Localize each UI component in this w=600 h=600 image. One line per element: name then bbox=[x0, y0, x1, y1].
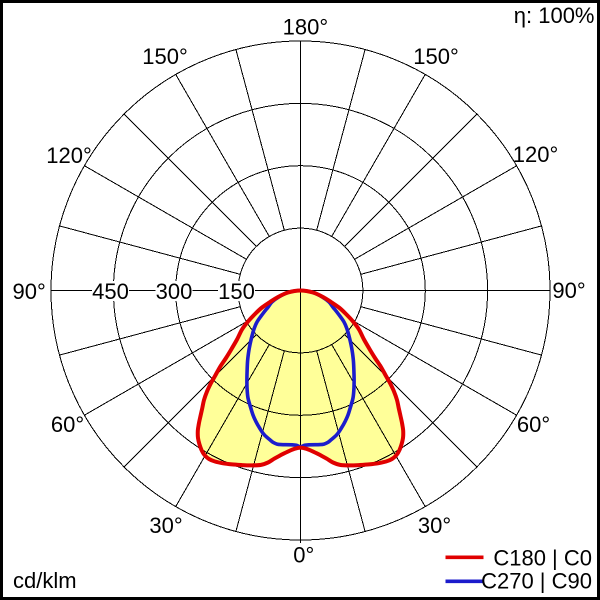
svg-text:150: 150 bbox=[218, 279, 255, 304]
svg-text:90°: 90° bbox=[552, 278, 585, 303]
svg-text:60°: 60° bbox=[517, 412, 550, 437]
svg-text:30°: 30° bbox=[418, 513, 451, 538]
svg-text:η: 100%: η: 100% bbox=[514, 3, 595, 28]
svg-text:0°: 0° bbox=[293, 542, 314, 567]
svg-text:300: 300 bbox=[156, 279, 193, 304]
svg-text:C270 | C90: C270 | C90 bbox=[481, 569, 592, 594]
svg-text:30°: 30° bbox=[149, 513, 182, 538]
svg-text:90°: 90° bbox=[13, 279, 46, 304]
svg-text:450: 450 bbox=[92, 279, 129, 304]
svg-text:120°: 120° bbox=[46, 143, 92, 168]
svg-text:cd/klm: cd/klm bbox=[13, 568, 77, 593]
svg-text:150°: 150° bbox=[413, 44, 459, 69]
svg-text:60°: 60° bbox=[51, 412, 84, 437]
svg-text:C180 | C0: C180 | C0 bbox=[493, 545, 592, 570]
svg-text:180°: 180° bbox=[283, 14, 329, 39]
svg-text:120°: 120° bbox=[513, 142, 559, 167]
svg-text:150°: 150° bbox=[142, 44, 188, 69]
